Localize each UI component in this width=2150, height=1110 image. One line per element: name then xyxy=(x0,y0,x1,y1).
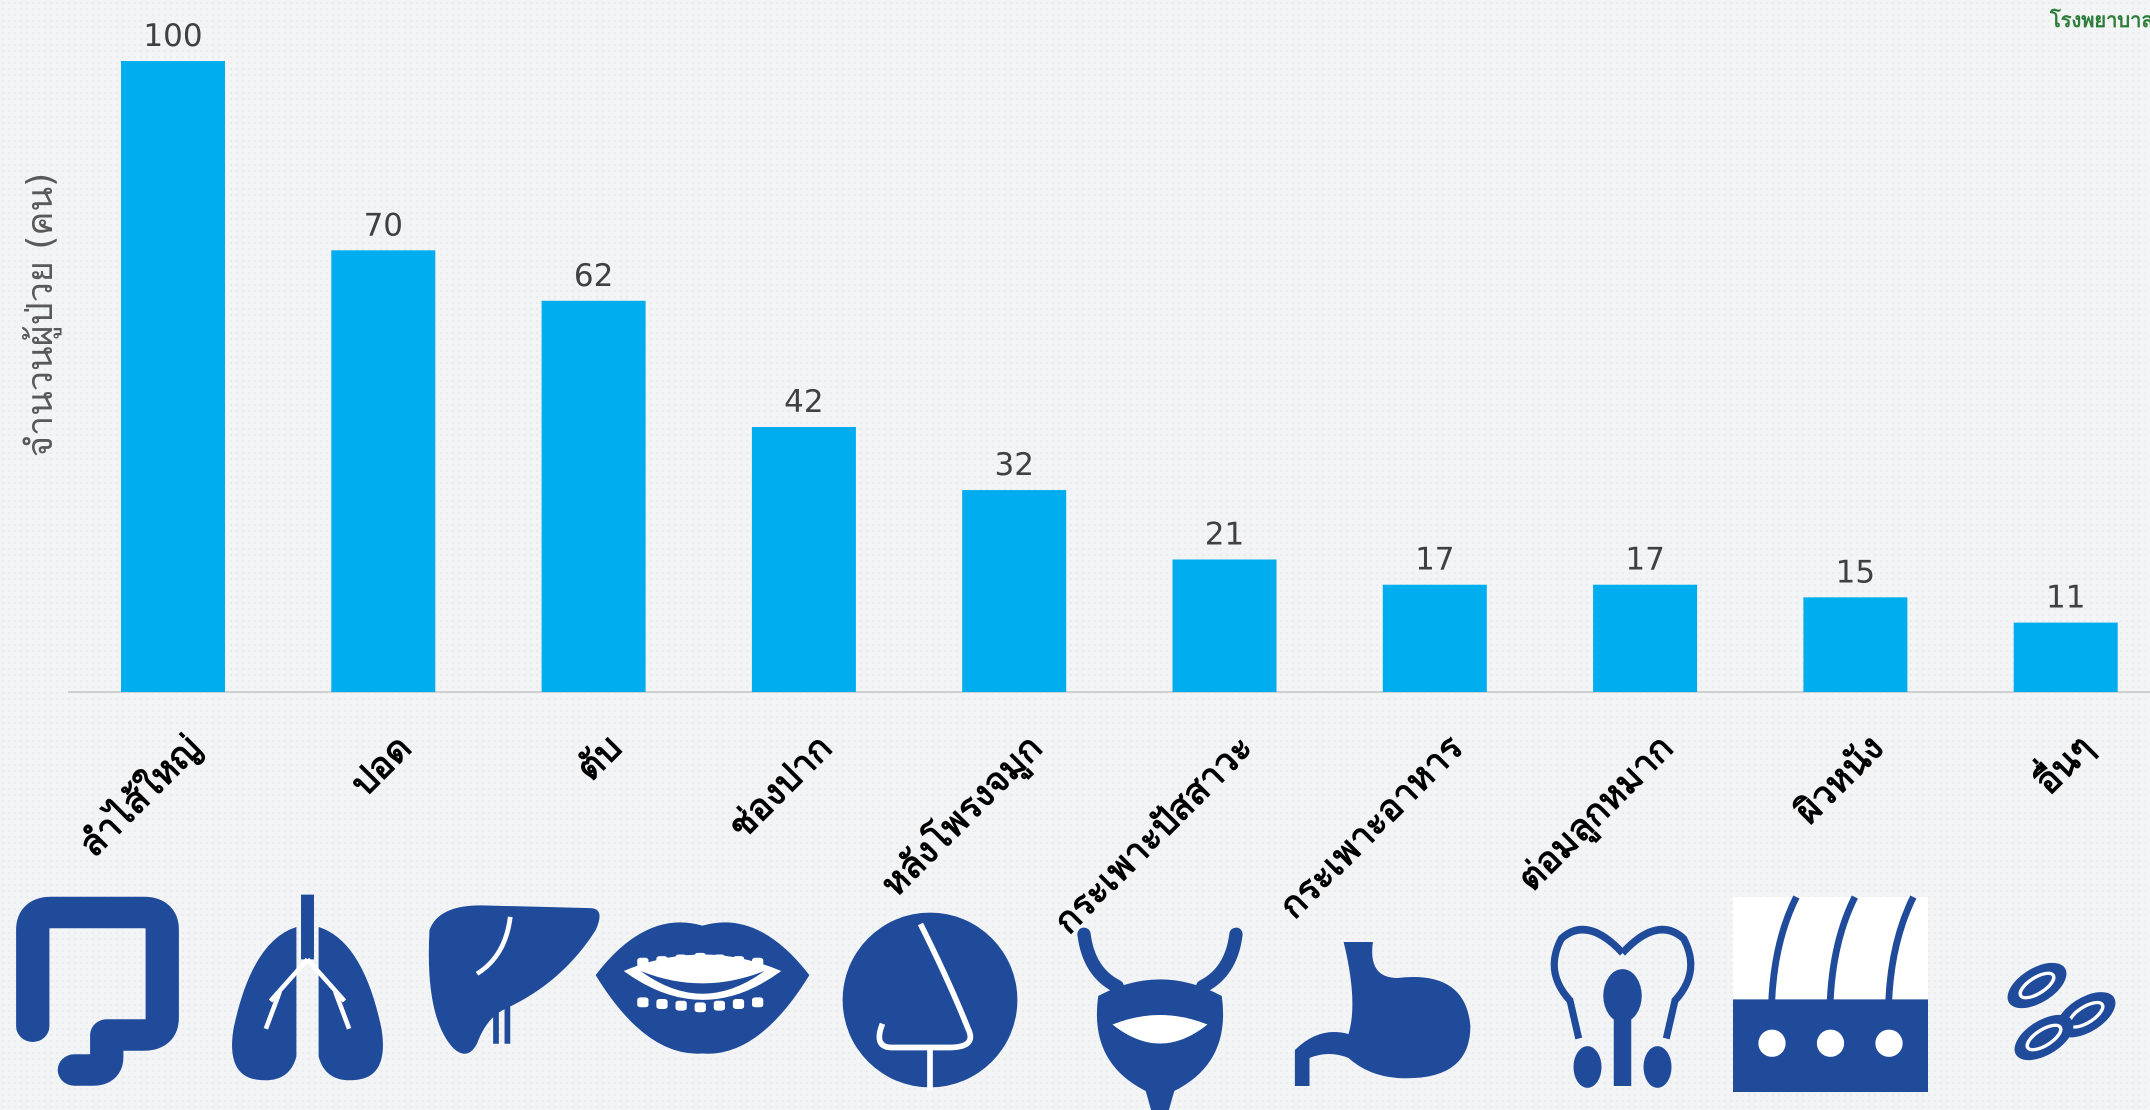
bar-7 xyxy=(1382,584,1487,692)
bars-layer xyxy=(121,61,2118,693)
nose-icon xyxy=(842,912,1018,1091)
bladder-icon xyxy=(1077,927,1243,1110)
category-label-4: ช่องปาก xyxy=(720,727,840,847)
category-labels-layer: ลำไส้ใหญ่ ปอด ตับ ช่องปาก หลังโพรงจมูกกระเพา… xyxy=(70,723,2102,942)
data-label-2: 70 xyxy=(364,207,403,243)
data-label-4: 42 xyxy=(784,384,823,420)
data-labels-layer: 100 70 62 42 32 21 17 17 15 11 xyxy=(143,18,2085,616)
stomach-icon xyxy=(1294,942,1471,1086)
category-label-9: ผิวหนัง xyxy=(1787,727,1892,832)
data-label-9: 15 xyxy=(1836,554,1875,590)
category-label-10: อื่นๆ xyxy=(2022,723,2102,803)
category-label-7: กระเพาะอาหาร xyxy=(1272,727,1472,927)
bar-2 xyxy=(331,250,436,693)
bar-6 xyxy=(1172,559,1277,692)
bar-5 xyxy=(962,490,1067,692)
category-label-8: ต่อมลูกหมาก xyxy=(1510,727,1683,900)
category-label-3: ตับ xyxy=(568,727,630,789)
data-label-3: 62 xyxy=(574,258,613,294)
data-label-7: 17 xyxy=(1415,542,1454,578)
blood-cells-icon xyxy=(2007,962,2116,1061)
bar-8 xyxy=(1593,584,1698,692)
category-label-1: ลำไส้ใหญ่ xyxy=(70,726,210,866)
mouth-icon xyxy=(595,922,810,1054)
data-label-6: 21 xyxy=(1205,516,1244,552)
data-label-1: 100 xyxy=(143,18,202,54)
y-axis-label: จำนวนผู้ป่วย (คน) xyxy=(20,173,62,457)
data-label-8: 17 xyxy=(1625,542,1664,578)
data-label-10: 11 xyxy=(2046,580,2085,616)
liver-icon xyxy=(428,905,600,1054)
colon-icon xyxy=(16,896,179,1086)
category-label-2: ปอด xyxy=(343,727,420,804)
bar-1 xyxy=(121,61,225,692)
skin-icon xyxy=(1733,895,1928,1092)
bar-9 xyxy=(1803,597,1908,692)
category-label-6: กระเพาะปัสสาวะ xyxy=(1046,727,1261,942)
data-label-5: 32 xyxy=(994,447,1033,483)
organization-label: โรงพยาบาล xyxy=(2049,8,2150,32)
bar-4 xyxy=(751,426,856,692)
lungs-icon xyxy=(232,894,383,1081)
bar-3 xyxy=(541,300,646,692)
bar-10 xyxy=(2013,622,2118,692)
category-label-5: หลังโพรงจมูก xyxy=(872,726,1052,906)
prostate-icon xyxy=(1550,925,1695,1088)
